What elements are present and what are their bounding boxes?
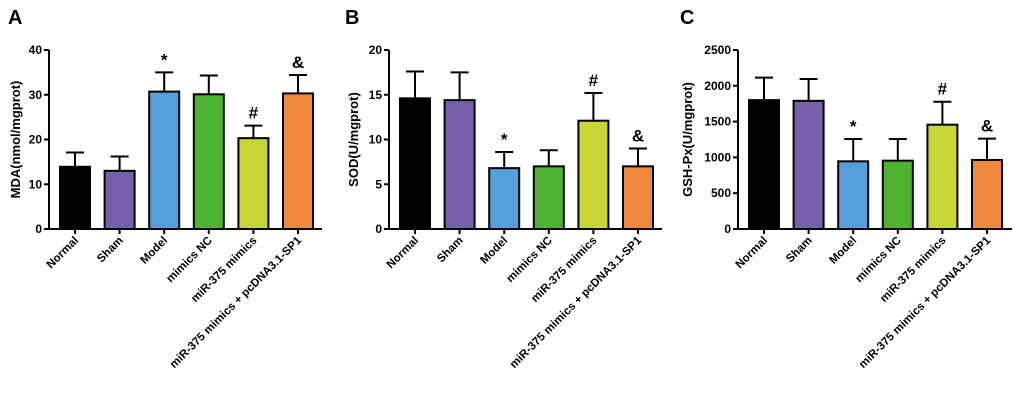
bar — [103, 169, 136, 230]
y-tick-label: 1500 — [704, 115, 731, 129]
bar — [622, 165, 654, 231]
bar — [577, 119, 610, 230]
x-tick-label: Normal — [734, 235, 771, 272]
y-axis-label: MDA(nmol/mgprot) — [8, 81, 23, 199]
bar — [748, 99, 780, 231]
x-tick-label: Sham — [784, 235, 815, 266]
y-tick-label: 500 — [711, 186, 731, 200]
significance-marker: & — [981, 117, 993, 136]
panel-letter: C — [680, 7, 694, 29]
x-tick-label: Model — [827, 235, 859, 267]
significance-marker: * — [850, 117, 857, 136]
bar — [881, 159, 914, 230]
y-tick-label: 5 — [375, 177, 382, 191]
y-tick-label: 0 — [375, 222, 382, 236]
bar — [399, 97, 431, 230]
significance-marker: # — [249, 104, 259, 123]
y-axis-label: GSH-Px(U/mgprot) — [680, 82, 695, 197]
panel-letter: B — [345, 7, 359, 29]
panel-a: A MDA(nmol/mgprot) 0 10 20 30 40 Normal Sham Mode… — [8, 7, 322, 371]
significance-marker: & — [632, 126, 644, 145]
bar — [926, 123, 959, 230]
y-tick-label: 2000 — [704, 79, 731, 93]
bar — [971, 158, 1003, 230]
y-tick-label: 20 — [369, 43, 383, 57]
bar — [148, 90, 181, 231]
x-tick-label: Model — [138, 235, 170, 267]
significance-marker: # — [589, 71, 599, 90]
y-tick-label: 1000 — [704, 150, 731, 164]
significance-marker: # — [938, 80, 948, 99]
bar — [488, 167, 521, 230]
x-tick-label: Normal — [45, 235, 82, 272]
bar — [443, 99, 476, 231]
y-tick-label: 10 — [29, 177, 43, 191]
y-tick-label: 15 — [369, 88, 383, 102]
bar — [532, 165, 565, 231]
bar — [192, 93, 225, 230]
y-tick-label: 30 — [29, 88, 43, 102]
bar — [792, 99, 825, 230]
bar — [59, 165, 91, 230]
y-tick-label: 0 — [724, 222, 731, 236]
significance-marker: * — [501, 130, 508, 149]
significance-marker: & — [292, 53, 304, 72]
x-tick-label: Normal — [385, 235, 422, 272]
panel-c: C GSH-Px(U/mgprot) 0 500 1000 1500 2000 2500 Nor… — [680, 7, 1012, 371]
y-tick-label: 20 — [29, 133, 43, 147]
bar — [837, 160, 870, 230]
bar — [237, 137, 270, 230]
significance-marker: * — [161, 50, 168, 69]
bar — [282, 92, 314, 230]
x-tick-label: Model — [478, 235, 510, 267]
x-tick-label: Sham — [95, 235, 126, 266]
x-tick-label: Sham — [435, 235, 466, 266]
y-axis-label: SOD(U/mgprot) — [346, 92, 361, 187]
y-tick-label: 0 — [35, 222, 42, 236]
y-tick-label: 2500 — [704, 43, 731, 57]
y-tick-label: 40 — [29, 43, 43, 57]
panel-letter: A — [8, 7, 22, 29]
y-tick-label: 10 — [369, 133, 383, 147]
